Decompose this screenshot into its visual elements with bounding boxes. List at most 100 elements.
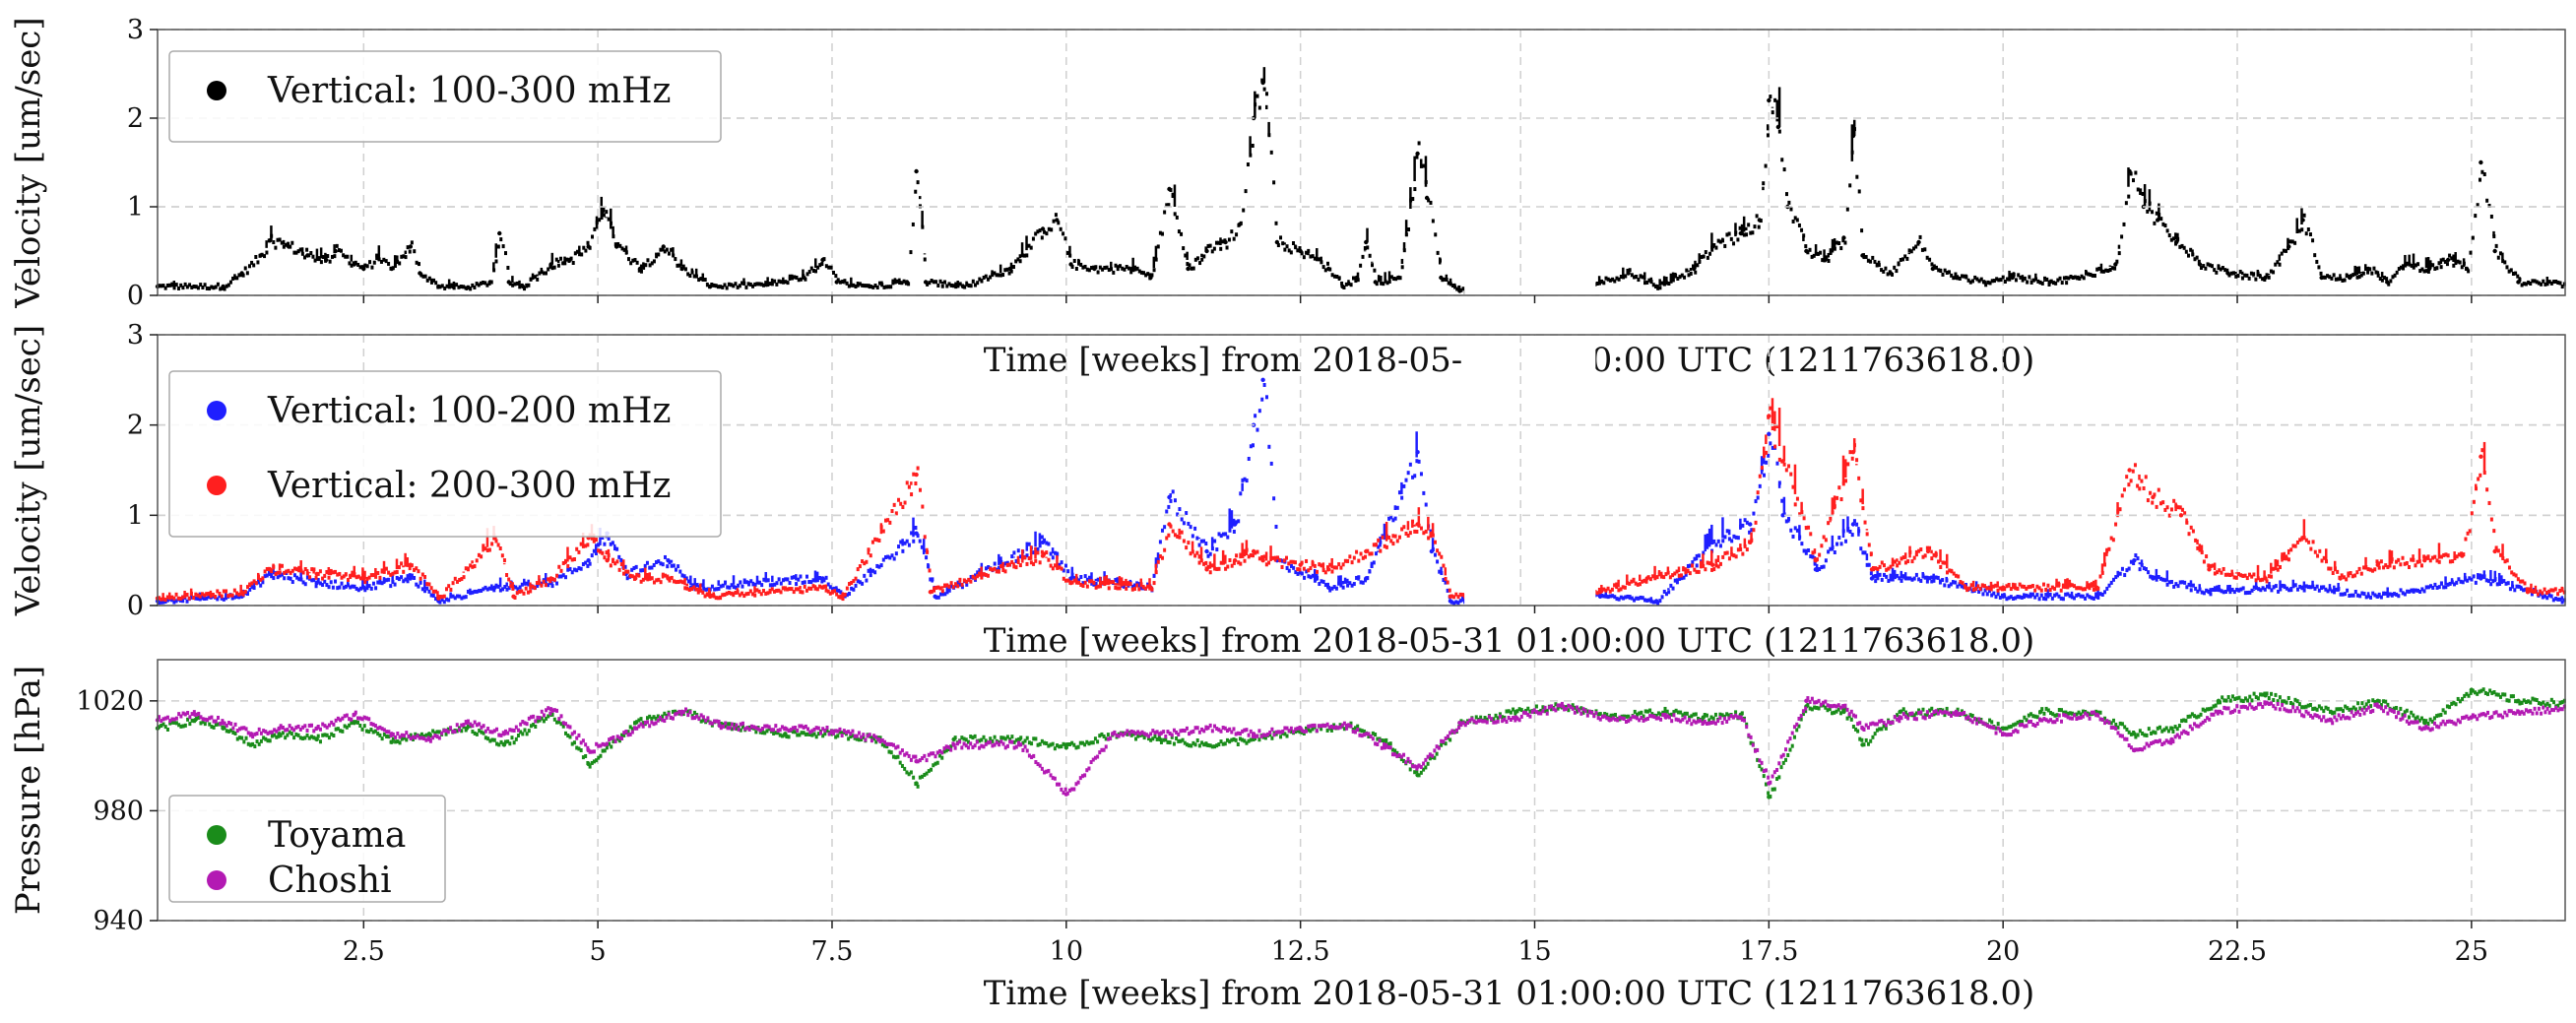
data-point [2057,581,2060,588]
data-point [1427,516,1430,531]
data-point [1225,245,1229,250]
data-point [2392,565,2396,570]
data-point [795,275,799,280]
data-point [161,600,165,605]
data-point [1429,200,1433,205]
data-point [2023,584,2027,589]
data-point [1232,529,1236,534]
data-point [903,541,907,545]
key-point [1429,531,1435,536]
data-point [1191,740,1195,745]
data-point [1795,218,1799,223]
data-point [2391,275,2395,280]
data-point [2541,591,2544,596]
data-point [897,497,901,502]
data-point [187,596,191,601]
data-point [799,574,803,579]
data-point [1932,573,1935,580]
data-point [1639,582,1642,587]
data-point [1604,592,1607,598]
data-point [1662,282,1666,287]
data-point [956,580,960,585]
data-point [971,279,975,284]
data-point [1433,540,1437,544]
key-point [1204,248,1209,254]
data-point [737,584,740,586]
key-point [426,732,432,736]
data-point [2364,595,2368,600]
data-point [2366,270,2370,275]
data-point [228,593,232,598]
data-point [1622,267,1625,276]
data-point [233,274,236,280]
data-point [1970,279,1974,284]
data-point [1089,740,1093,745]
data-point [768,583,772,588]
data-point [989,736,993,741]
data-point [1820,565,1824,570]
data-point [954,582,958,587]
data-point [1691,264,1695,269]
data-point [2086,593,2090,598]
data-point [2239,587,2243,592]
data-point [1202,539,1206,543]
data-point [951,284,955,288]
data-point [643,563,647,568]
key-point [2338,576,2343,581]
data-point [2256,269,2260,277]
data-point [290,240,294,245]
data-point [776,731,780,735]
data-point [2307,540,2311,544]
data-point [2265,579,2269,584]
data-point [165,595,169,600]
data-point [296,733,300,737]
data-point [240,735,244,740]
data-point [1339,575,1342,585]
data-point [2319,271,2323,276]
key-point [1597,280,1603,285]
data-point [2082,276,2086,281]
data-point [1294,244,1297,249]
data-point [670,559,674,563]
data-point [1848,183,1852,188]
data-point [1704,567,1707,572]
data-point [1171,529,1175,534]
data-point [741,584,744,589]
key-point [2094,585,2099,590]
data-point [2017,273,2021,278]
data-point [443,286,447,290]
data-point [1212,246,1216,251]
data-point [644,567,647,579]
data-point [2335,587,2339,592]
legend-label: Vertical: 200-300 mHz [267,466,671,506]
data-point [858,580,862,585]
data-point [652,715,656,720]
data-point [2442,552,2446,557]
data-point [2341,278,2345,283]
data-point [770,278,774,285]
data-point [708,588,711,596]
data-point [1994,595,1998,600]
data-point [1415,529,1419,534]
data-point [557,564,561,569]
data-point [314,575,318,580]
data-point [2043,276,2047,281]
data-point [2019,275,2023,280]
data-point [1034,736,1038,741]
data-point [1011,265,1015,270]
data-point [2278,254,2282,261]
data-point [617,567,621,572]
data-point [2245,273,2249,278]
data-point [2226,585,2229,592]
data-point [1610,587,1614,592]
data-point [860,737,864,742]
data-point [751,581,754,584]
data-point [2534,585,2538,593]
data-point [188,285,191,287]
data-point [1930,575,1933,580]
data-point [475,558,479,563]
data-point [2261,577,2265,582]
data-point [1400,495,1404,500]
data-point [185,285,189,289]
data-point [172,286,176,290]
